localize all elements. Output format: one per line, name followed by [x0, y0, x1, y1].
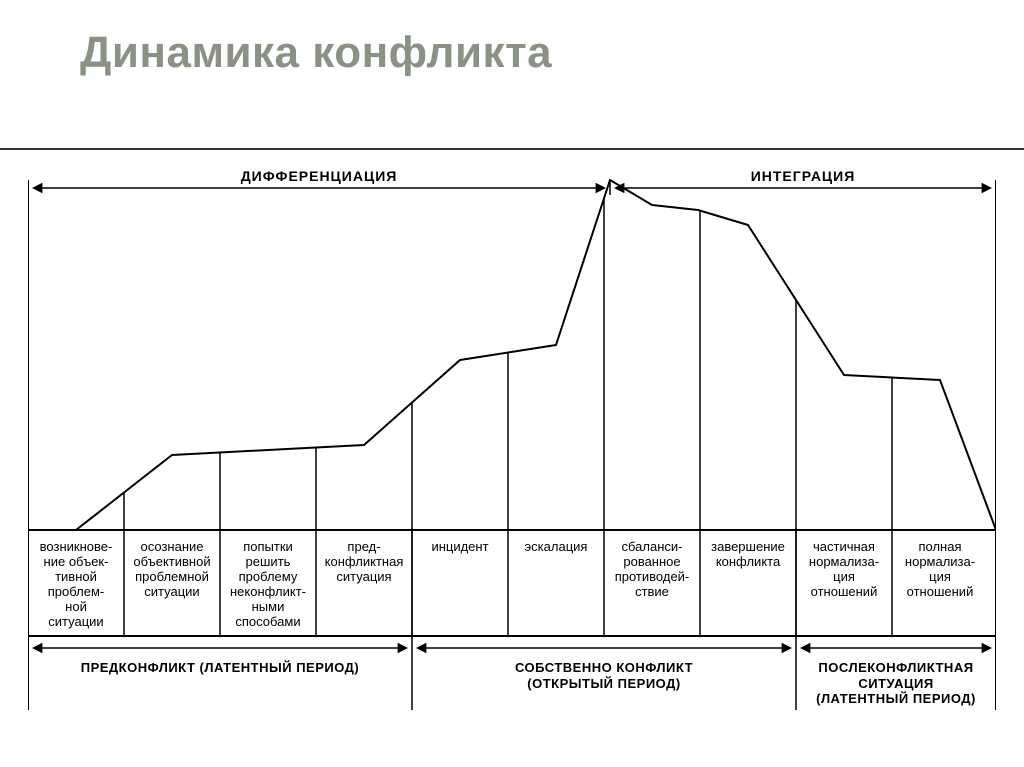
- stage-label: возникнове-ние объек-тивнойпроблем-нойси…: [28, 540, 124, 630]
- phase-top-label: ДИФФЕРЕНЦИАЦИЯ: [241, 168, 398, 184]
- stage-label: эскалация: [508, 540, 604, 555]
- phase-bottom-label: ПРЕДКОНФЛИКТ (ЛАТЕНТНЫЙ ПЕРИОД): [33, 660, 407, 676]
- stage-label: сбаланси-рованноепротиводей-ствие: [604, 540, 700, 600]
- conflict-dynamics-chart: [28, 150, 996, 710]
- stage-label: попыткирешитьпроблемунеконфликт-нымиспос…: [220, 540, 316, 630]
- stage-label: инцидент: [412, 540, 508, 555]
- chart-container: ДИФФЕРЕНЦИАЦИЯ ИНТЕГРАЦИЯ возникнове-ние о…: [0, 148, 1024, 710]
- stage-label: частичнаянормализа-цияотношений: [796, 540, 892, 600]
- phase-top-label: ИНТЕГРАЦИЯ: [751, 168, 856, 184]
- stage-label: пред-конфликтнаяситуация: [316, 540, 412, 585]
- phase-bottom-label: СОБСТВЕННО КОНФЛИКТ(ОТКРЫТЫЙ ПЕРИОД): [417, 660, 791, 691]
- page-title: Динамика конфликта: [80, 28, 552, 78]
- stage-label: осознаниеобъективнойпроблемнойситуации: [124, 540, 220, 600]
- chart-inner: ДИФФЕРЕНЦИАЦИЯ ИНТЕГРАЦИЯ возникнове-ние о…: [28, 150, 996, 710]
- stage-label: полнаянормализа-цияотношений: [892, 540, 988, 600]
- phase-bottom-label: ПОСЛЕКОНФЛИКТНАЯСИТУАЦИЯ(ЛАТЕНТНЫЙ ПЕРИО…: [801, 660, 991, 707]
- stage-label: завершениеконфликта: [700, 540, 796, 570]
